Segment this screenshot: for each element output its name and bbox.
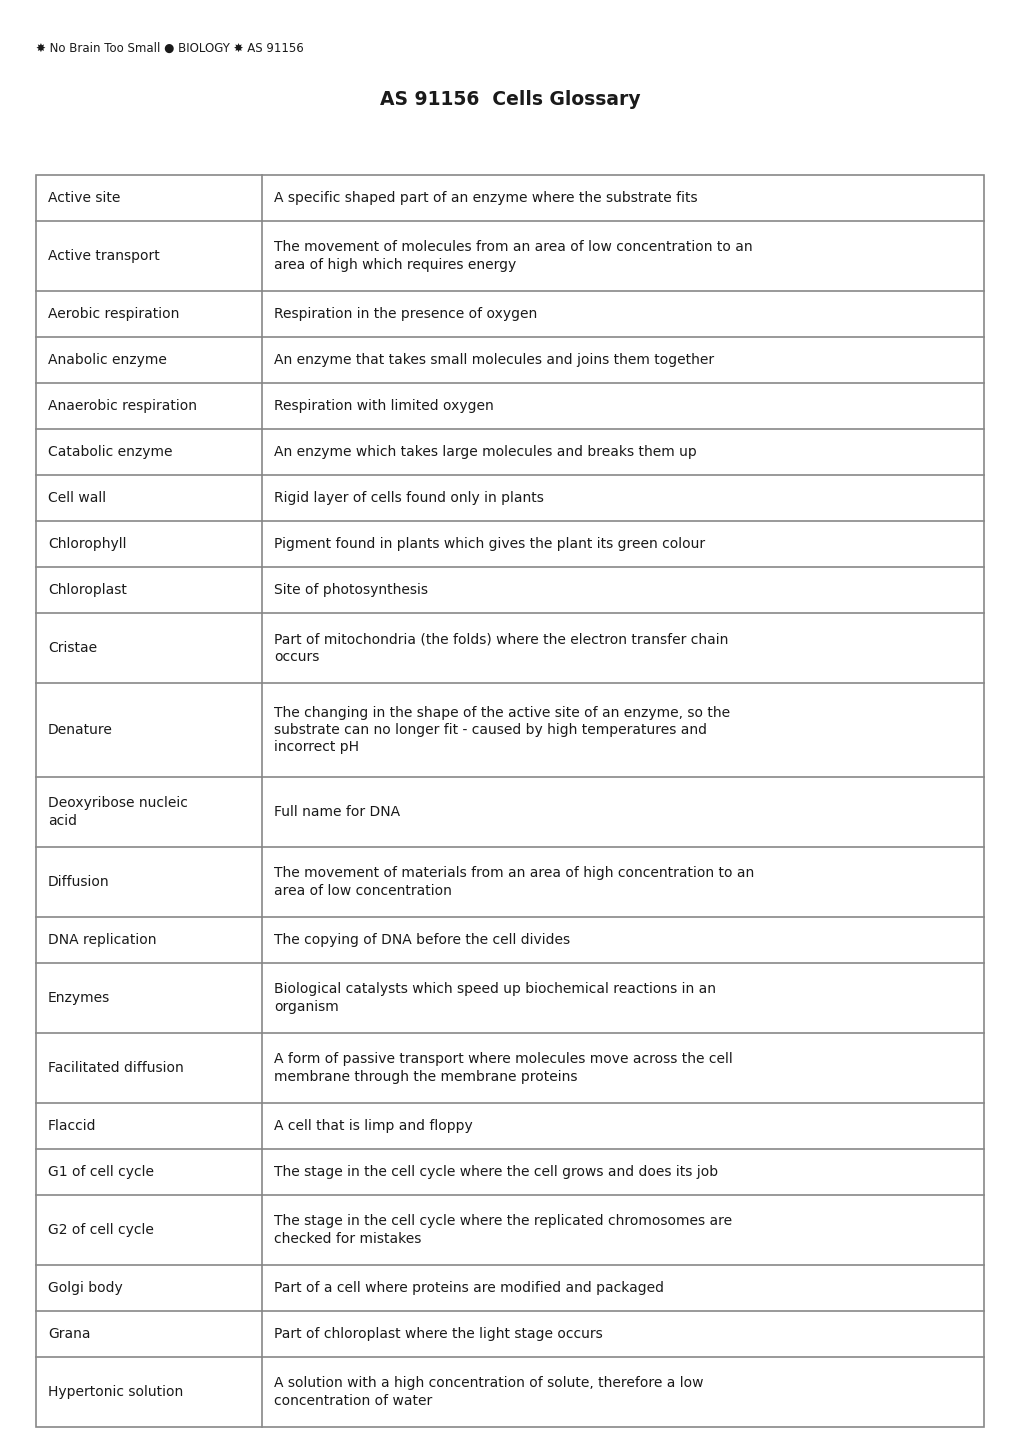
Text: The copying of DNA before the cell divides: The copying of DNA before the cell divid… xyxy=(274,933,570,947)
Text: A cell that is limp and floppy: A cell that is limp and floppy xyxy=(274,1119,472,1133)
Text: A solution with a high concentration of solute, therefore a low
concentration of: A solution with a high concentration of … xyxy=(274,1376,703,1407)
Text: Active site: Active site xyxy=(48,190,120,205)
Text: Chloroplast: Chloroplast xyxy=(48,583,126,597)
Text: A form of passive transport where molecules move across the cell
membrane throug: A form of passive transport where molecu… xyxy=(274,1053,732,1083)
Text: Facilitated diffusion: Facilitated diffusion xyxy=(48,1061,183,1074)
Text: The changing in the shape of the active site of an enzyme, so the
substrate can : The changing in the shape of the active … xyxy=(274,705,730,754)
Text: Respiration with limited oxygen: Respiration with limited oxygen xyxy=(274,399,493,412)
Text: Cristae: Cristae xyxy=(48,640,97,655)
Text: A specific shaped part of an enzyme where the substrate fits: A specific shaped part of an enzyme wher… xyxy=(274,190,697,205)
Text: Rigid layer of cells found only in plants: Rigid layer of cells found only in plant… xyxy=(274,490,543,505)
Text: Catabolic enzyme: Catabolic enzyme xyxy=(48,446,172,459)
Text: Aerobic respiration: Aerobic respiration xyxy=(48,307,179,322)
Text: Respiration in the presence of oxygen: Respiration in the presence of oxygen xyxy=(274,307,537,322)
Text: Full name for DNA: Full name for DNA xyxy=(274,805,399,819)
Text: Biological catalysts which speed up biochemical reactions in an
organism: Biological catalysts which speed up bioc… xyxy=(274,982,715,1014)
Text: Site of photosynthesis: Site of photosynthesis xyxy=(274,583,428,597)
Text: The movement of molecules from an area of low concentration to an
area of high w: The movement of molecules from an area o… xyxy=(274,241,752,271)
Text: G1 of cell cycle: G1 of cell cycle xyxy=(48,1165,154,1180)
Text: Enzymes: Enzymes xyxy=(48,991,110,1005)
Text: Hypertonic solution: Hypertonic solution xyxy=(48,1384,183,1399)
Text: Chlorophyll: Chlorophyll xyxy=(48,536,126,551)
Text: Active transport: Active transport xyxy=(48,249,160,262)
Text: AS 91156  Cells Glossary: AS 91156 Cells Glossary xyxy=(379,89,640,110)
Text: An enzyme that takes small molecules and joins them together: An enzyme that takes small molecules and… xyxy=(274,353,713,366)
Text: An enzyme which takes large molecules and breaks them up: An enzyme which takes large molecules an… xyxy=(274,446,696,459)
Text: Flaccid: Flaccid xyxy=(48,1119,97,1133)
Text: ✸ No Brain Too Small ● BIOLOGY ✸ AS 91156: ✸ No Brain Too Small ● BIOLOGY ✸ AS 9115… xyxy=(36,42,304,55)
Text: Part of a cell where proteins are modified and packaged: Part of a cell where proteins are modifi… xyxy=(274,1280,663,1295)
Text: Deoxyribose nucleic
acid: Deoxyribose nucleic acid xyxy=(48,796,187,828)
Text: Diffusion: Diffusion xyxy=(48,875,109,890)
Text: Golgi body: Golgi body xyxy=(48,1280,122,1295)
Bar xyxy=(36,174,983,1428)
Text: Denature: Denature xyxy=(48,722,113,737)
Text: Cell wall: Cell wall xyxy=(48,490,106,505)
Text: Anaerobic respiration: Anaerobic respiration xyxy=(48,399,197,412)
Text: Pigment found in plants which gives the plant its green colour: Pigment found in plants which gives the … xyxy=(274,536,704,551)
Text: Anabolic enzyme: Anabolic enzyme xyxy=(48,353,167,366)
Text: The stage in the cell cycle where the replicated chromosomes are
checked for mis: The stage in the cell cycle where the re… xyxy=(274,1214,732,1246)
Text: Grana: Grana xyxy=(48,1327,91,1341)
Text: The stage in the cell cycle where the cell grows and does its job: The stage in the cell cycle where the ce… xyxy=(274,1165,717,1180)
Text: Part of chloroplast where the light stage occurs: Part of chloroplast where the light stag… xyxy=(274,1327,602,1341)
Text: Part of mitochondria (the folds) where the electron transfer chain
occurs: Part of mitochondria (the folds) where t… xyxy=(274,632,728,663)
Text: The movement of materials from an area of high concentration to an
area of low c: The movement of materials from an area o… xyxy=(274,867,753,898)
Text: DNA replication: DNA replication xyxy=(48,933,156,947)
Text: G2 of cell cycle: G2 of cell cycle xyxy=(48,1223,154,1237)
